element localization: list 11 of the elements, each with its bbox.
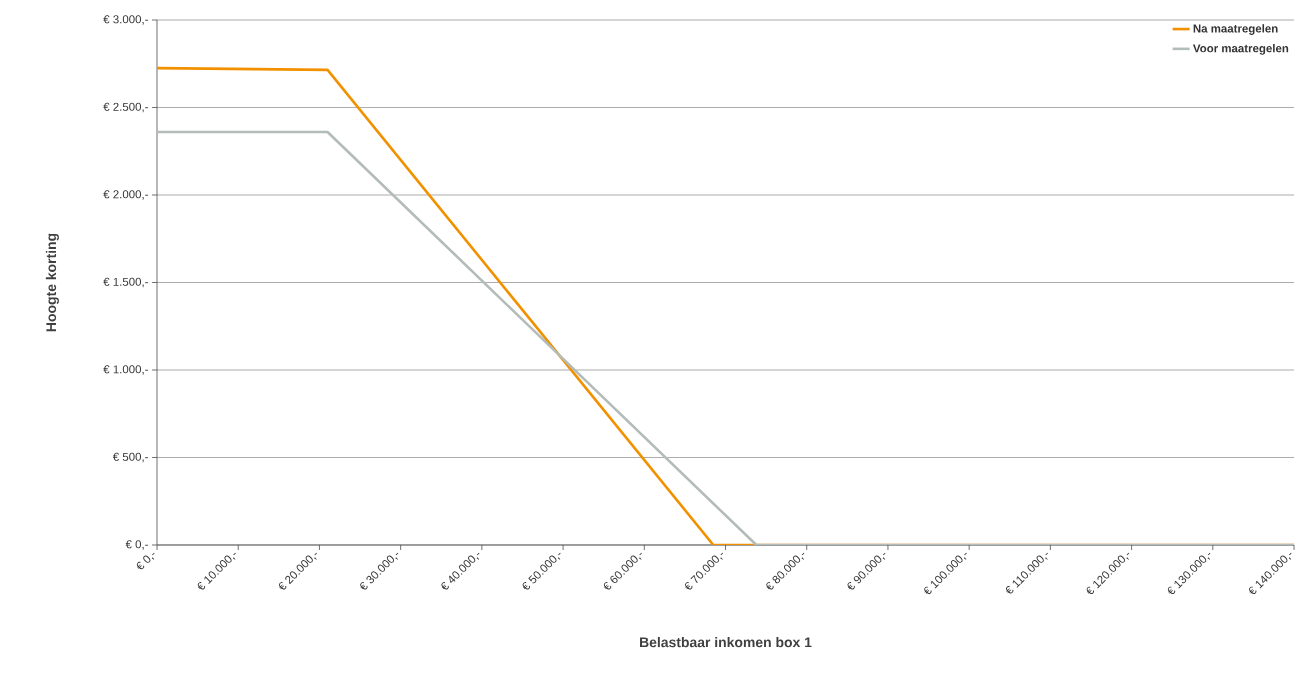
y-tick-label: € 0,- [125, 540, 148, 550]
legend-label: Voor maatregelen [1193, 43, 1289, 55]
y-tick-label: € 2.500,- [103, 102, 148, 113]
legend-label: Na maatregelen [1193, 24, 1278, 35]
y-tick-label: € 500,- [112, 452, 148, 463]
y-tick-label: € 2.000,- [103, 190, 148, 200]
y-tick-label: € 3.000,- [103, 15, 148, 25]
y-tick-label: € 1.000,- [103, 365, 148, 375]
y-axis-title: Hoogte korting [45, 233, 59, 332]
x-axis-title: Belastbaar inkomen box 1 [640, 637, 812, 648]
y-tick-label: € 1.500,- [103, 277, 148, 288]
